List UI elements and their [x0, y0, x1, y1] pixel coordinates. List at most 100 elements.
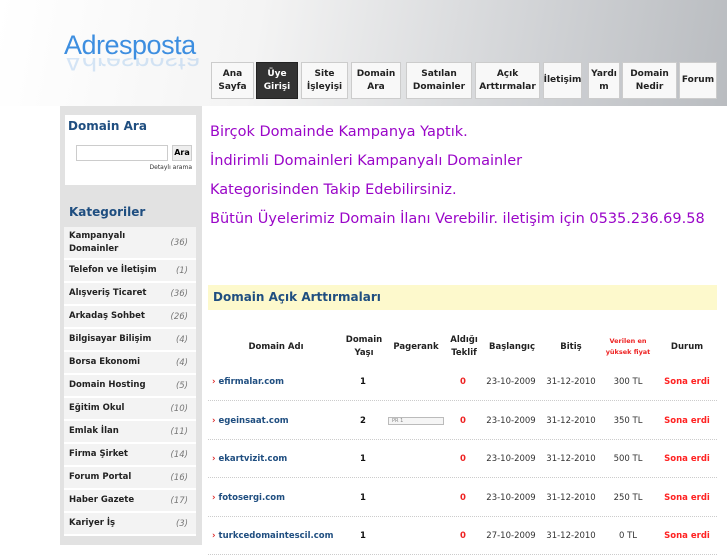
domain-link[interactable]: › turkcedomaintescil.com [212, 517, 333, 555]
col-end: Bitiş [560, 342, 582, 352]
auctions-header: Domain Açık Arttırmaları [208, 285, 717, 310]
nav-item[interactable]: Yardı m [588, 62, 620, 99]
nav-label-2: İşleyişi [306, 81, 343, 92]
domain-link[interactable]: › efirmalar.com [212, 363, 284, 401]
start-date: 23-10-2009 [486, 454, 536, 464]
status: Sona erdi [664, 454, 710, 464]
start-date: 27-10-2009 [486, 531, 536, 541]
promo-text: Birçok Domainde Kampanya Yaptık. [210, 124, 468, 140]
category-item[interactable]: Arkadaş Sohbet (26) [64, 306, 196, 329]
domain-search-box: Domain Ara Ara Detaylı arama [65, 115, 196, 185]
category-item[interactable]: Emlak İlan (11) [64, 421, 196, 444]
col-age-l1: Domain [345, 335, 383, 345]
col-price-l2: yüksek fiyat [605, 348, 651, 356]
category-name: Domain Hosting [69, 380, 146, 390]
highest-price: 500 TL [613, 454, 643, 464]
search-input[interactable] [76, 145, 168, 161]
domain-link[interactable]: › ekartvizit.com [212, 440, 287, 478]
end-date: 31-12-2010 [546, 531, 596, 541]
start-date: 23-10-2009 [486, 377, 536, 387]
category-item[interactable]: Bilgisayar Bilişim (4) [64, 329, 196, 352]
domain-age: 1 [360, 377, 366, 387]
col-price: Verilen en yüksek fiyat [606, 336, 651, 358]
logo-reflection: Adresposta [64, 58, 201, 76]
nav-item[interactable]: Domain Ara [351, 62, 401, 99]
nav-item[interactable]: Satılan Domainler [406, 62, 472, 99]
status: Sona erdi [664, 377, 710, 387]
auctions-title: Domain Açık Arttırmaları [213, 290, 381, 304]
nav-label-1: İletişim [543, 75, 582, 85]
nav-item[interactable]: Forum [679, 62, 717, 99]
category-item[interactable]: Domain Hosting (5) [64, 375, 196, 398]
domain-name: fotosergi.com [218, 492, 285, 503]
highest-price: 0 TL [618, 531, 638, 541]
nav-item[interactable]: Domain Nedir [622, 62, 677, 99]
domain-link[interactable]: › egeinsaat.com [212, 402, 289, 440]
chevron-right-icon: › [212, 415, 216, 426]
category-item[interactable]: Kariyer İş (3) [64, 513, 196, 536]
logo[interactable]: Adresposta [64, 30, 196, 60]
end-date: 31-12-2010 [546, 492, 596, 503]
domain-name: egeinsaat.com [218, 415, 289, 426]
search-title: Domain Ara [68, 119, 147, 133]
start-date: 23-10-2009 [486, 415, 536, 426]
category-count: (4) [175, 334, 188, 345]
col-bids: Aldığı Teklif [450, 334, 478, 360]
col-domain: Domain Adı [248, 342, 304, 352]
category-name: Eğitim Okul [69, 403, 125, 413]
category-item[interactable]: Haber Gazete (17) [64, 490, 196, 513]
category-item[interactable]: Alışveriş Ticaret (36) [64, 283, 196, 306]
promo-text: Bütün Üyelerimiz Domain İlanı Verebilir.… [210, 211, 705, 227]
col-age: Domain Yaşı [346, 334, 382, 360]
nav-item[interactable]: İletişim [543, 62, 582, 99]
highest-price: 300 TL [613, 377, 643, 387]
category-name: Firma Şirket [69, 449, 128, 459]
category-item[interactable]: Forum Portal (16) [64, 467, 196, 490]
category-item[interactable]: Kampanyalı Domainler (36) [64, 227, 196, 260]
category-item[interactable]: Borsa Ekonomi (4) [64, 352, 196, 375]
category-count: (1) [175, 265, 188, 276]
domain-age: 1 [360, 454, 366, 464]
domain-name: turkcedomaintescil.com [218, 531, 334, 541]
chevron-right-icon: › [212, 531, 216, 541]
category-name: Borsa Ekonomi [69, 357, 140, 367]
domain-age: 1 [360, 531, 366, 541]
nav-label-2: Ara [367, 81, 385, 92]
category-name: Haber Gazete [69, 495, 135, 505]
chevron-right-icon: › [212, 377, 216, 387]
nav-item[interactable]: Üye Girişi [256, 62, 298, 99]
category-count: (26) [170, 311, 188, 322]
category-count: (3) [175, 518, 188, 529]
auction-row: › turkcedomaintescil.com 1 0 27-10-2009 3… [208, 517, 717, 555]
category-count: (11) [170, 426, 188, 437]
category-count: (10) [170, 403, 188, 414]
search-button[interactable]: Ara [172, 145, 192, 161]
categories-title: Kategoriler [69, 205, 146, 219]
col-status: Durum [670, 342, 704, 352]
status: Sona erdi [664, 531, 710, 541]
domain-name: ekartvizit.com [218, 454, 288, 464]
col-price-l1: Verilen en [609, 337, 647, 345]
category-name: Forum Portal [69, 472, 132, 482]
category-item[interactable]: Eğitim Okul (10) [64, 398, 196, 421]
col-pagerank: Pagerank [393, 342, 439, 352]
nav-label-1: Forum [681, 75, 715, 85]
promo-text: Kategorisinden Takip Edebilirsiniz. [210, 182, 457, 198]
category-name: Telefon ve İletişim [69, 265, 157, 275]
start-date: 23-10-2009 [486, 492, 536, 503]
nav-label-1: Yardı [591, 68, 617, 79]
nav-item[interactable]: Ana Sayfa [211, 62, 254, 99]
category-item[interactable]: Firma Şirket (14) [64, 444, 196, 467]
category-name: Emlak İlan [69, 426, 119, 436]
category-count: (5) [175, 380, 188, 391]
nav-item[interactable]: Açık Arttırmalar [475, 62, 540, 99]
category-item[interactable]: Telefon ve İletişim (1) [64, 260, 196, 283]
auction-row: › efirmalar.com 1 0 23-10-2009 31-12-2010… [208, 363, 717, 401]
category-count: (36) [170, 237, 188, 248]
col-bids-l1: Aldığı [450, 335, 478, 345]
nav-item[interactable]: Site İşleyişi [301, 62, 348, 99]
detailed-search-link[interactable]: Detaylı arama [149, 164, 192, 171]
category-count: (14) [170, 449, 188, 460]
pagerank-bar: PR 1 [388, 416, 444, 425]
domain-link[interactable]: › fotosergi.com [212, 479, 285, 517]
